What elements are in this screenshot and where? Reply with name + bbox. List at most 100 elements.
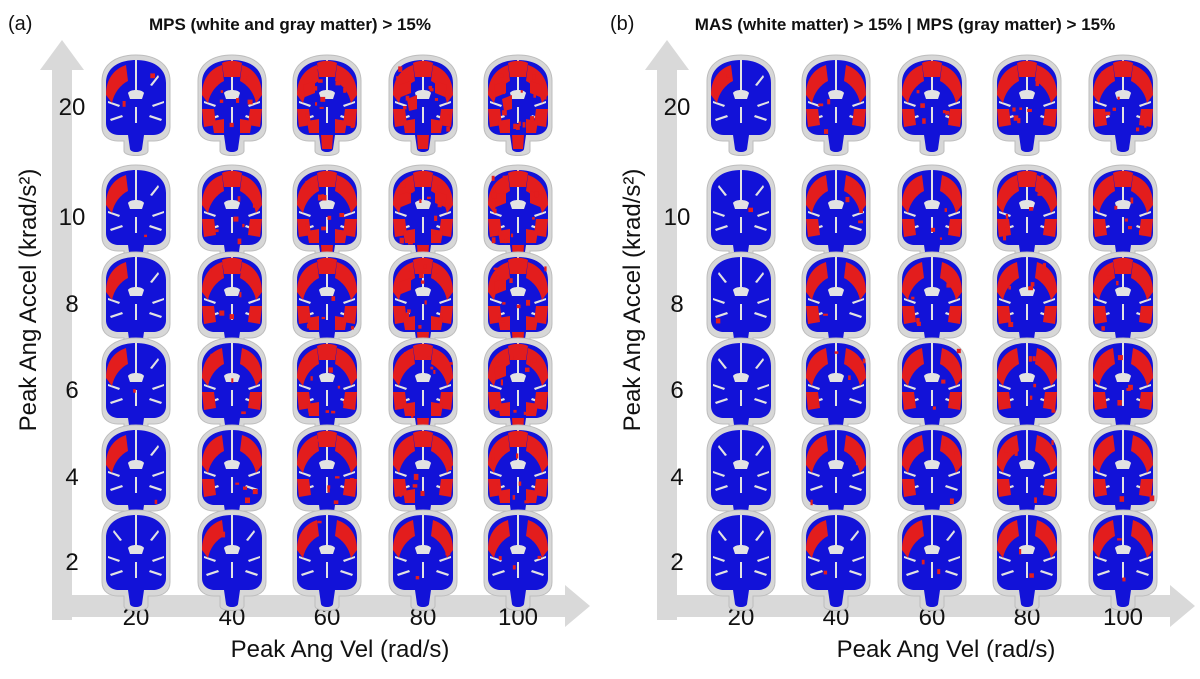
strain-region [202,435,224,473]
strain-speck [306,233,310,236]
brain-slice [801,164,871,266]
strain-speck [542,229,546,236]
strain-speck [430,366,434,370]
strain-speck [1149,495,1155,502]
strain-speck [342,400,347,404]
strain-speck [748,207,753,213]
strain-region [413,170,433,187]
strain-speck [1032,356,1036,362]
strain-region [1131,435,1153,473]
strain-speck [1004,227,1008,233]
strain-region [1043,392,1057,410]
strain-region [335,65,357,103]
strain-speck [1017,118,1021,124]
strain-speck [945,189,948,193]
strain-speck [813,307,817,314]
strain-speck [912,442,915,445]
strain-speck [321,194,325,199]
strain-region [508,60,528,77]
strain-region [806,435,828,473]
brain-slice [992,337,1062,439]
strain-speck [325,410,329,413]
strain-region [431,435,453,473]
strain-speck [133,389,136,393]
strain-region [240,348,262,386]
y-axis-title: Peak Ang Accel (krad/s²) [619,169,646,432]
strain-region [1093,175,1115,213]
brain-slice [388,251,458,353]
panel-letter: (a) [8,13,32,35]
strain-region [106,348,128,386]
y-tick-label: 8 [65,291,78,318]
strain-speck [491,175,495,181]
strain-speck [305,223,310,227]
strain-speck [852,184,857,189]
strain-speck [1028,286,1033,291]
y-tick-label: 20 [59,94,86,121]
strain-speck [327,215,332,220]
strain-speck [243,77,247,82]
brain-slice [992,54,1062,156]
brain-slice [388,54,458,156]
strain-region [106,262,128,300]
strain-speck [530,359,533,365]
strain-region [940,262,962,300]
strain-speck [437,185,443,190]
strain-speck [317,79,323,83]
strain-speck [231,378,234,383]
strain-region [940,65,962,103]
strain-speck [512,565,516,570]
strain-region [335,119,347,133]
strain-speck [432,231,436,235]
strain-speck [845,196,850,203]
strain-region [1017,170,1037,187]
strain-region [439,479,453,497]
strain-region [1139,479,1153,497]
strain-speck [518,121,521,126]
brain-slice [992,509,1062,611]
strain-region [1043,109,1057,127]
strain-speck [1115,270,1119,274]
strain-region [1043,219,1057,237]
brain-slice [897,251,967,353]
panel-a: (a) MPS (white and gray matter) > 15% Peak… [8,13,590,663]
strain-region [335,262,357,300]
strain-speck [350,326,354,330]
strain-speck [424,300,427,305]
strain-region [403,402,415,416]
y-tick-label: 10 [59,204,86,231]
brain-slice [292,337,362,439]
strain-region [526,348,548,386]
strain-speck [404,352,408,356]
strain-speck [857,111,862,115]
strain-speck [1040,175,1044,179]
strain-speck [409,268,412,272]
strain-speck [302,358,307,362]
strain-speck [252,204,257,208]
strain-speck [1035,80,1039,87]
strain-speck [858,220,863,224]
strain-speck [942,110,946,114]
strain-speck [312,86,318,91]
strain-speck [252,489,258,495]
strain-speck [510,233,514,238]
strain-region [498,119,510,133]
strain-region [202,219,216,237]
strain-speck [523,411,527,415]
strain-speck [954,451,958,455]
strain-region [1131,348,1153,386]
strain-speck [438,320,441,324]
brain-slice [197,251,267,353]
strain-speck [1019,107,1023,110]
strain-region [902,435,924,473]
brain-slice [1088,509,1158,611]
strain-region [431,402,443,416]
panel-title: MPS (white and gray matter) > 15% [149,15,431,34]
strain-speck [1101,363,1104,367]
strain-speck [516,304,521,309]
strain-region [431,520,453,558]
strain-speck [403,106,407,110]
strain-speck [498,556,502,561]
strain-speck [520,90,523,93]
strain-region [806,65,828,103]
